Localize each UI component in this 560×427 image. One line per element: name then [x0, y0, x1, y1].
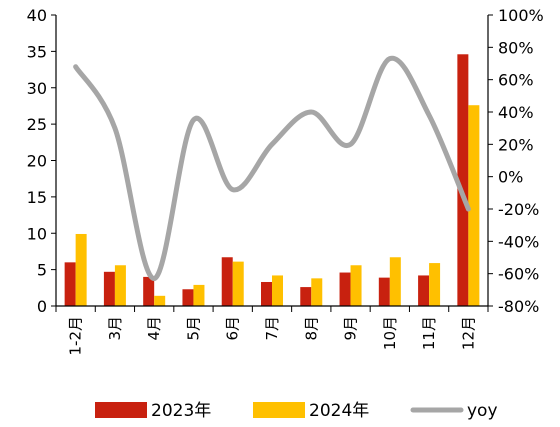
y-right-tick-label: 80%: [498, 38, 534, 57]
y-right-tick-label: 100%: [498, 6, 544, 25]
bar-series2-6: [311, 278, 323, 306]
x-tick-label: 1-2月: [67, 316, 85, 356]
legend-swatch-1: [253, 402, 305, 418]
y-right-tick-label: 20%: [498, 135, 534, 154]
y-right-tick-label: -40%: [498, 232, 539, 251]
bar-series1-6: [300, 287, 312, 306]
yoy-line-layer: [73, 55, 471, 282]
x-tick-label: 9月: [342, 316, 360, 341]
y-left-tick-label: 15: [27, 188, 47, 207]
y-left-tick-label: 10: [27, 224, 47, 243]
bar-series1-0: [64, 262, 76, 306]
bar-series2-3: [193, 284, 205, 306]
legend: 2023年 2024年 yoy: [95, 401, 498, 421]
bar-series2-10: [468, 105, 480, 307]
y-left-tick-label: 30: [27, 79, 47, 98]
x-tick-label: 6月: [224, 316, 242, 341]
y-left-tick-label: 5: [37, 261, 47, 280]
y-left-tick-label: 0: [37, 297, 47, 316]
bar-series2-7: [350, 265, 362, 306]
y-left-tick-label: 20: [27, 152, 47, 171]
x-tick-label: 5月: [184, 316, 202, 341]
bar-series2-5: [272, 275, 283, 306]
yoy-line: [73, 55, 471, 282]
legend-label-0: 2023年: [151, 401, 211, 421]
bar-series1-9: [418, 275, 430, 306]
y-left-tick-label: 25: [27, 115, 47, 134]
y-right-tick-label: -80%: [498, 297, 539, 316]
bar-series2-8: [389, 257, 401, 306]
bar-series2-0: [75, 233, 87, 306]
y-right-tick-label: 0%: [498, 168, 523, 187]
x-tick-label: 11月: [420, 316, 438, 350]
x-tick-label: 7月: [263, 316, 281, 341]
legend-label-1: 2024年: [309, 401, 369, 421]
bar-series1-4: [221, 257, 233, 306]
bar-series1-7: [339, 272, 351, 306]
bar-series2-4: [232, 261, 244, 306]
bar-series2-2: [154, 295, 166, 306]
bar-series1-3: [182, 289, 194, 306]
y-right-tick-label: 40%: [498, 103, 534, 122]
bar-series1-10: [457, 54, 469, 306]
x-tick-label: 10月: [381, 316, 399, 350]
legend-label-2: yoy: [467, 401, 498, 421]
bar-series2-1: [114, 265, 126, 306]
x-tick-label: 8月: [302, 316, 320, 341]
bar-layer: [64, 54, 480, 307]
bar-series2-9: [429, 263, 441, 306]
x-tick-label: 12月: [459, 316, 477, 350]
bar-series1-5: [261, 281, 272, 306]
bar-series1-2: [143, 276, 155, 306]
bar-series1-1: [103, 271, 115, 306]
y-right-tick-label: -20%: [498, 200, 539, 219]
legend-swatch-0: [95, 402, 147, 418]
x-tick-label: 3月: [106, 316, 124, 341]
y-left-tick-label: 40: [27, 6, 47, 25]
bar-series1-8: [378, 277, 390, 306]
y-right-tick-label: -60%: [498, 265, 539, 284]
x-tick-label: 4月: [145, 316, 163, 341]
y-right-tick-label: 60%: [498, 71, 534, 90]
axes-layer: 0 5 10 15 20 25 30 35 40 -80% -60% -40% -20% 0% 20% 40%…: [27, 6, 544, 356]
y-left-tick-label: 35: [27, 42, 47, 61]
